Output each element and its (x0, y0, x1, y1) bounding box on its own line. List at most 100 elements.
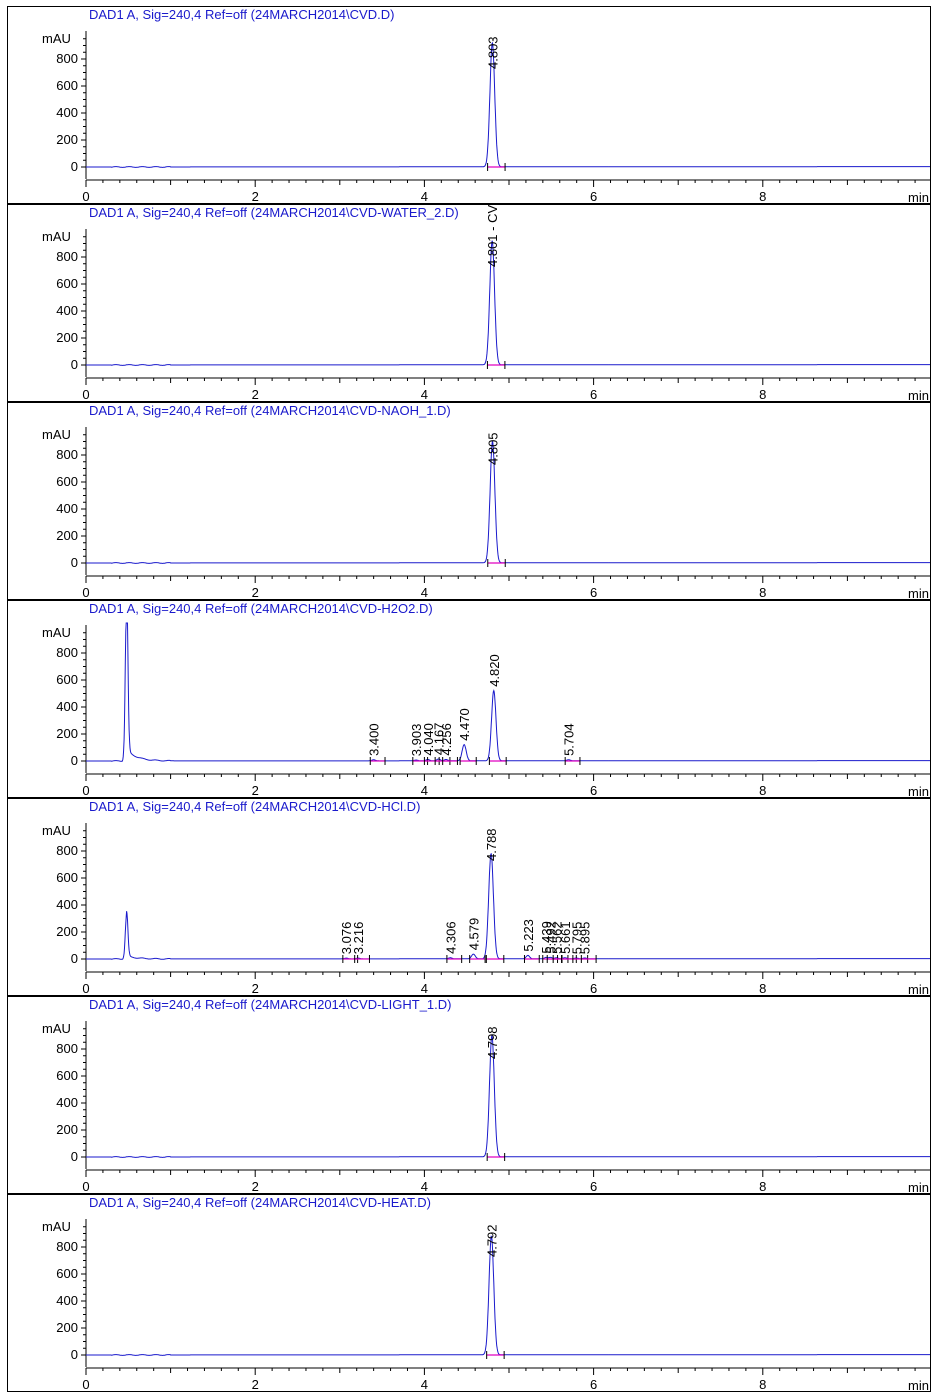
panel-title: DAD1 A, Sig=240,4 Ref=off (24MARCH2014\C… (89, 1195, 431, 1210)
peak-label: 5.704 (562, 723, 577, 756)
y-tick-label: 400 (56, 897, 78, 912)
y-tick-label: 400 (56, 303, 78, 318)
y-axis-label: mAU (42, 1219, 71, 1234)
y-tick-label: 600 (56, 474, 78, 489)
y-tick-label: 200 (56, 528, 78, 543)
peak-label: 4.040 (421, 723, 436, 756)
x-tick-label: 0 (82, 387, 89, 402)
panel-title: DAD1 A, Sig=240,4 Ref=off (24MARCH2014\C… (89, 7, 395, 22)
x-tick-label: 2 (252, 1377, 259, 1392)
peak-label: 4.579 (466, 918, 481, 951)
chromatogram-panel: DAD1 A, Sig=240,4 Ref=off (24MARCH2014\C… (7, 6, 931, 204)
chromatogram-panel: DAD1 A, Sig=240,4 Ref=off (24MARCH2014\C… (7, 402, 931, 600)
x-tick-label: 6 (590, 585, 597, 600)
y-tick-label: 400 (56, 105, 78, 120)
x-tick-label: 4 (421, 1179, 428, 1194)
x-tick-label: 4 (421, 783, 428, 798)
x-tick-label: 4 (421, 189, 428, 204)
signal-trace (86, 441, 930, 564)
chromatogram-plot: 0 200 400 600 800 mAU 0 2 4 6 8 min 4.801 - CVD (42, 205, 930, 402)
x-axis-label: min (908, 982, 929, 996)
y-tick-label: 0 (71, 159, 78, 174)
x-tick-label: 8 (759, 783, 766, 798)
x-tick-label: 0 (82, 585, 89, 600)
x-tick-label: 2 (252, 189, 259, 204)
y-tick-label: 800 (56, 645, 78, 660)
chromatogram-plot: 0 200 400 600 800 mAU 0 2 4 6 8 min 4.805 (42, 427, 930, 600)
y-axis-label: mAU (42, 31, 71, 46)
peak-label: 4.801 - CVD (485, 205, 500, 267)
y-axis-label: mAU (42, 427, 71, 442)
chromatogram-panel: DAD1 A, Sig=240,4 Ref=off (24MARCH2014\C… (7, 798, 931, 996)
x-tick-label: 0 (82, 981, 89, 996)
panel-title: DAD1 A, Sig=240,4 Ref=off (24MARCH2014\C… (89, 997, 452, 1012)
y-tick-label: 400 (56, 1293, 78, 1308)
y-tick-label: 400 (56, 699, 78, 714)
x-tick-label: 0 (82, 189, 89, 204)
x-tick-label: 8 (759, 585, 766, 600)
x-tick-label: 6 (590, 189, 597, 204)
peak-label: 5.895 (578, 922, 593, 955)
y-tick-label: 0 (71, 951, 78, 966)
chromatogram-plot: 0 200 400 600 800 mAU 0 2 4 6 8 min 4.798 (42, 1021, 930, 1194)
peak-label: 4.256 (439, 723, 454, 756)
y-tick-label: 600 (56, 1068, 78, 1083)
x-tick-label: 2 (252, 783, 259, 798)
y-tick-label: 200 (56, 924, 78, 939)
x-axis-label: min (908, 586, 929, 600)
signal-trace (86, 852, 930, 960)
chromatogram-panel: DAD1 A, Sig=240,4 Ref=off (24MARCH2014\C… (7, 204, 931, 402)
peak-label: 4.805 (486, 432, 501, 465)
panel-title: DAD1 A, Sig=240,4 Ref=off (24MARCH2014\C… (89, 403, 451, 418)
chromatogram-panel: DAD1 A, Sig=240,4 Ref=off (24MARCH2014\C… (7, 1194, 931, 1392)
x-tick-label: 2 (252, 585, 259, 600)
y-tick-label: 400 (56, 501, 78, 516)
y-tick-label: 200 (56, 726, 78, 741)
y-tick-label: 800 (56, 1041, 78, 1056)
y-tick-label: 600 (56, 1266, 78, 1281)
x-tick-label: 8 (759, 1377, 766, 1392)
y-tick-label: 0 (71, 1149, 78, 1164)
panel-title: DAD1 A, Sig=240,4 Ref=off (24MARCH2014\C… (89, 205, 459, 220)
x-axis-label: min (908, 388, 929, 402)
x-tick-label: 4 (421, 981, 428, 996)
y-tick-label: 200 (56, 1320, 78, 1335)
peak-label: 4.798 (485, 1026, 500, 1059)
panel-title: DAD1 A, Sig=240,4 Ref=off (24MARCH2014\C… (89, 601, 433, 616)
peak-label: 5.439 (539, 921, 554, 954)
panel-title: DAD1 A, Sig=240,4 Ref=off (24MARCH2014\C… (89, 799, 421, 814)
y-tick-label: 800 (56, 249, 78, 264)
x-tick-label: 6 (590, 1179, 597, 1194)
y-tick-label: 200 (56, 1122, 78, 1137)
x-tick-label: 6 (590, 387, 597, 402)
x-tick-label: 6 (590, 783, 597, 798)
x-tick-label: 6 (590, 1377, 597, 1392)
peak-label: 5.795 (569, 922, 584, 955)
y-axis-label: mAU (42, 625, 71, 640)
peak-label: 4.792 (484, 1224, 499, 1257)
x-tick-label: 6 (590, 981, 597, 996)
x-tick-label: 2 (252, 981, 259, 996)
y-tick-label: 400 (56, 1095, 78, 1110)
y-tick-label: 800 (56, 51, 78, 66)
x-tick-label: 8 (759, 981, 766, 996)
x-tick-label: 4 (421, 1377, 428, 1392)
x-axis-label: min (908, 784, 929, 798)
signal-trace (86, 1034, 930, 1158)
y-tick-label: 800 (56, 1239, 78, 1254)
y-tick-label: 0 (71, 555, 78, 570)
x-tick-label: 4 (421, 585, 428, 600)
chromatogram-plot: 0 200 400 600 800 mAU 0 2 4 6 8 min 4.792 (42, 1219, 930, 1392)
x-tick-label: 8 (759, 387, 766, 402)
y-tick-label: 600 (56, 870, 78, 885)
peak-label: 3.216 (351, 922, 366, 955)
chromatogram-panel: DAD1 A, Sig=240,4 Ref=off (24MARCH2014\C… (7, 600, 931, 798)
x-axis-label: min (908, 1180, 929, 1194)
peak-label: 5.223 (521, 919, 536, 952)
y-tick-label: 200 (56, 132, 78, 147)
x-tick-label: 0 (82, 1179, 89, 1194)
peak-label: 3.400 (367, 723, 382, 756)
x-tick-label: 2 (252, 387, 259, 402)
